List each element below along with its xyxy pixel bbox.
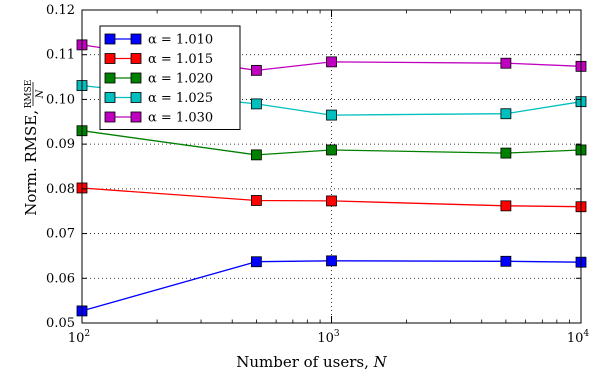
data-point	[326, 195, 337, 207]
y-tick-label: 0.05	[46, 316, 75, 331]
legend-label: α = 1.010	[148, 33, 213, 48]
legend-marker	[130, 92, 142, 103]
data-point	[326, 144, 337, 156]
y-tick-label: 0.11	[46, 48, 75, 63]
legend-entry: α = 1.020	[104, 72, 213, 87]
x-axis-title: Number of users, N	[236, 353, 387, 371]
y-axis-title-text: Norm. RMSE,	[22, 110, 40, 216]
y-tick-label: 0.06	[46, 271, 75, 286]
legend-label: α = 1.025	[148, 91, 213, 106]
data-point	[326, 109, 337, 121]
legend-label: α = 1.020	[148, 72, 213, 87]
legend-entry: α = 1.015	[104, 52, 213, 67]
x-tick-label: 104	[567, 329, 590, 346]
y-tick-labels: 0.05 0.06 0.07 0.08 0.09 0.10 0.11 0.12	[46, 3, 75, 331]
y-axis-title-fraction-denominator: N	[35, 88, 46, 99]
y-tick-label: 0.12	[46, 3, 75, 18]
data-point	[326, 255, 337, 267]
data-point	[326, 56, 337, 68]
y-tick-label: 0.07	[46, 227, 75, 242]
legend-marker	[130, 53, 142, 64]
data-point	[500, 108, 512, 120]
data-point	[250, 64, 262, 76]
x-tick-labels: 102 103 104	[68, 329, 590, 346]
y-axis-title: Norm. RMSE, RMSE N	[22, 80, 46, 216]
legend-marker	[104, 111, 116, 123]
data-point	[250, 98, 262, 110]
legend-entry: α = 1.025	[104, 91, 213, 106]
axis-ticks	[81, 9, 582, 324]
x-tick-label: 102	[68, 329, 90, 346]
legend-marker	[130, 72, 142, 84]
series-2	[76, 182, 587, 213]
legend-label: α = 1.030	[148, 111, 213, 126]
y-axis-title-fraction-numerator: RMSE	[24, 80, 34, 109]
data-point	[500, 57, 512, 69]
data-point	[500, 255, 512, 267]
data-point	[500, 147, 512, 159]
legend-marker	[104, 53, 116, 64]
legend-entry: α = 1.010	[104, 33, 213, 48]
legend-marker	[130, 111, 142, 123]
legend: α = 1.010 α = 1.015 α = 1.020 α = 1.025 α = …	[99, 25, 241, 130]
y-tick-label: 0.09	[46, 137, 75, 152]
x-tick-label: 103	[317, 329, 340, 346]
data-point	[250, 256, 262, 268]
data-point	[500, 200, 512, 212]
legend-label: α = 1.015	[148, 52, 213, 67]
legend-marker	[104, 72, 116, 84]
legend-entry: α = 1.030	[104, 111, 213, 126]
legend-marker	[130, 33, 142, 45]
data-point	[250, 149, 262, 161]
y-tick-label: 0.10	[46, 92, 75, 107]
y-tick-label: 0.08	[46, 182, 75, 197]
series-line	[81, 260, 582, 312]
data-point	[250, 195, 262, 206]
legend-marker	[104, 33, 116, 45]
legend-marker	[104, 92, 116, 103]
